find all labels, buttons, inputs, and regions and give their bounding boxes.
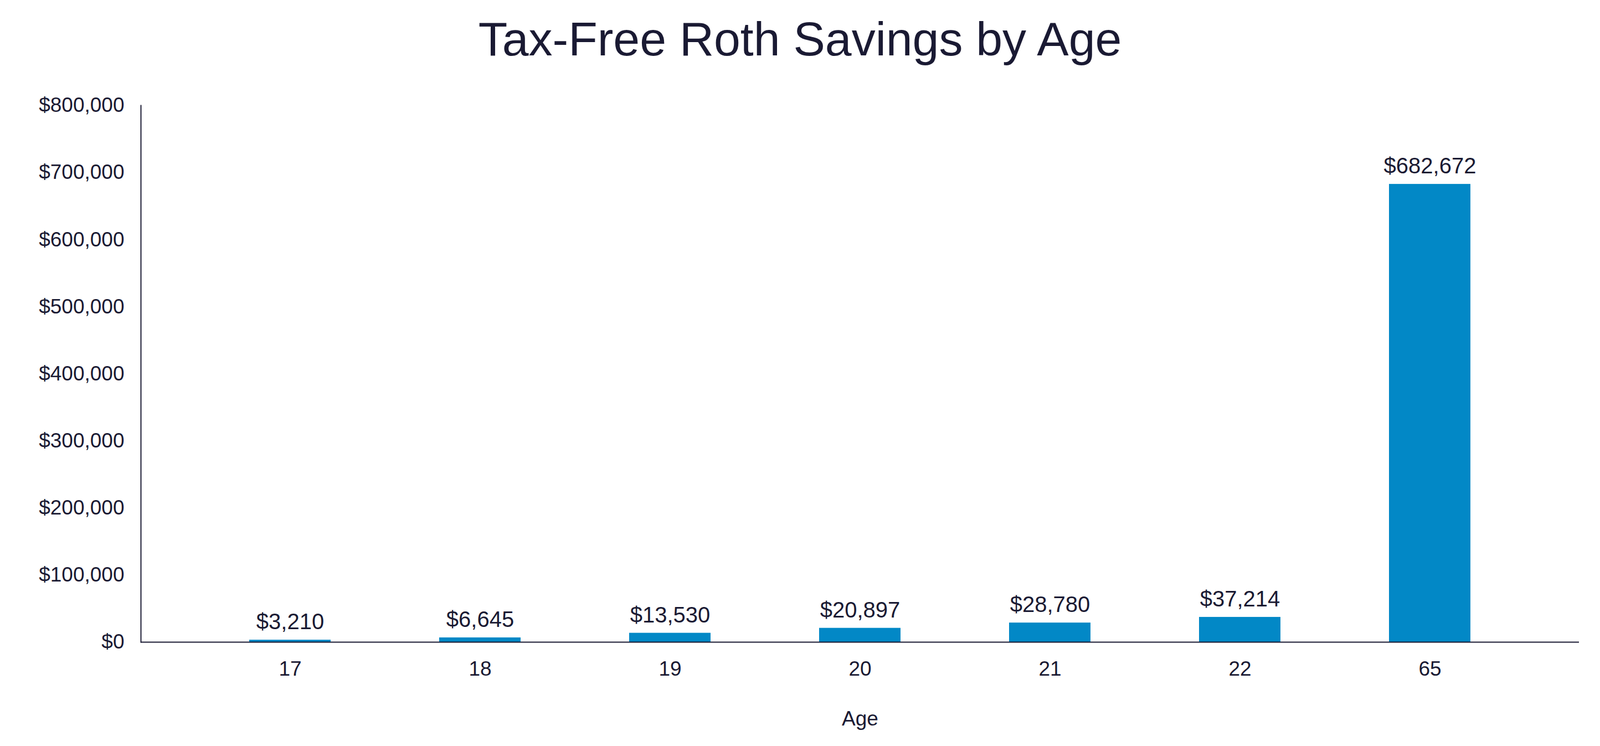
svg-text:$682,672: $682,672 [1384, 153, 1477, 178]
svg-text:$700,000: $700,000 [38, 160, 125, 184]
html-text:Tax-Free Roth Savings by Age: Tax-Free Roth Savings by Age [478, 12, 1122, 66]
svg-text:$28,780: $28,780 [1010, 592, 1091, 617]
svg-text:21: 21 [1038, 657, 1062, 681]
svg-text:18: 18 [468, 657, 492, 681]
svg-text:$600,000: $600,000 [38, 228, 125, 251]
svg-text:$300,000: $300,000 [38, 429, 125, 452]
svg-text:17: 17 [278, 657, 302, 681]
svg-text:$0: $0 [101, 630, 125, 653]
svg-text:$400,000: $400,000 [38, 362, 125, 385]
svg-text:$200,000: $200,000 [38, 496, 125, 519]
svg-text:19: 19 [658, 657, 682, 681]
svg-text:Age: Age [841, 707, 879, 730]
svg-text:22: 22 [1228, 657, 1252, 681]
svg-text:65: 65 [1418, 657, 1442, 681]
svg-text:$800,000: $800,000 [38, 93, 125, 117]
svg-text:$100,000: $100,000 [38, 563, 125, 586]
svg-text:$500,000: $500,000 [38, 295, 125, 318]
svg-text:$37,214: $37,214 [1200, 586, 1281, 611]
svg-text:$6,645: $6,645 [446, 606, 514, 632]
svg-text:$20,897: $20,897 [820, 597, 901, 622]
svg-text:$13,530: $13,530 [630, 602, 711, 627]
svg-text:$3,210: $3,210 [256, 609, 324, 634]
svg-text:20: 20 [848, 657, 872, 681]
